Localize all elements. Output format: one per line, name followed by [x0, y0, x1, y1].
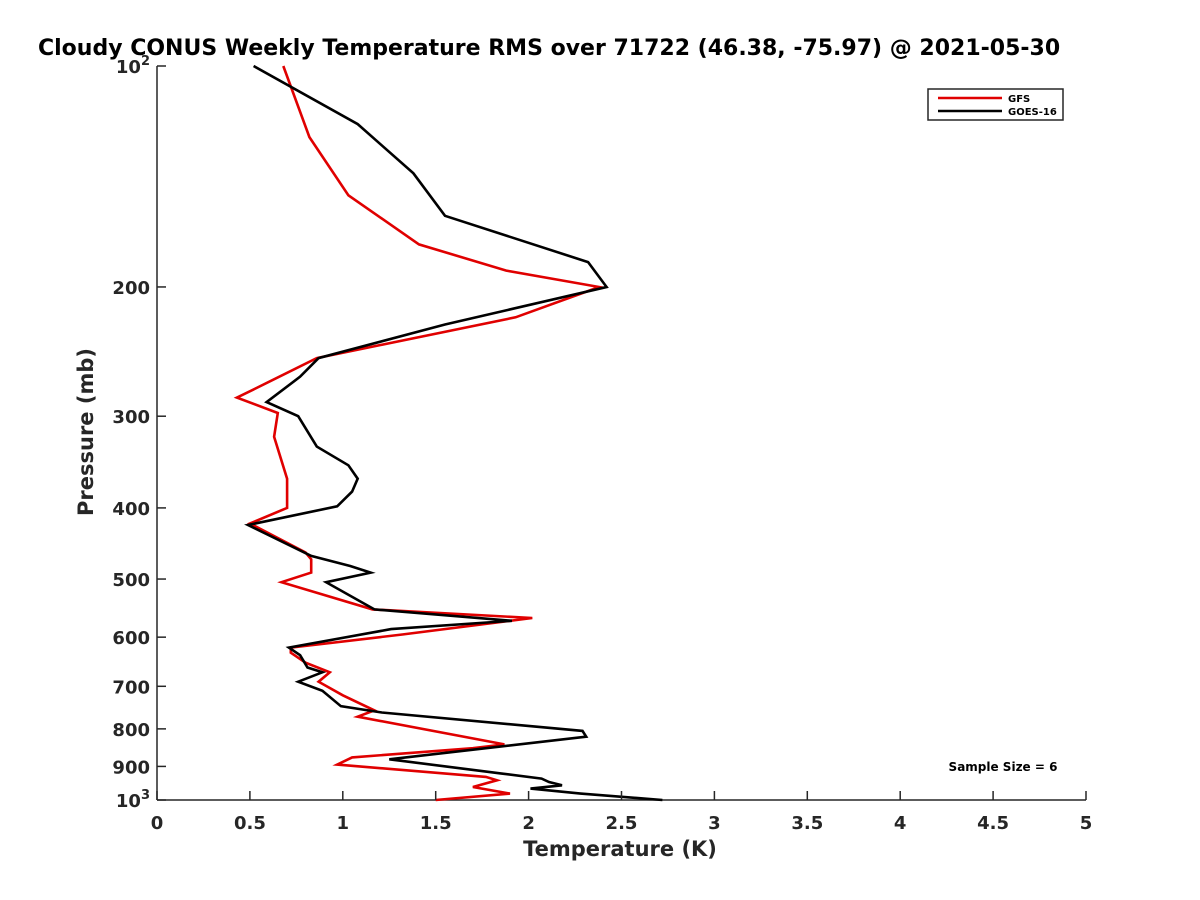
x-tick-label: 5: [1080, 813, 1093, 834]
y-tick-label: 700: [112, 677, 150, 698]
x-axis-ticks: 0 0.5 1 1.5 2 2.5 3 3.5 4 4.5 5: [151, 791, 1093, 834]
x-tick-label: 3: [708, 813, 721, 834]
x-tick-label: 4.5: [977, 813, 1009, 834]
y-axis-ticks: 102 200 300 400 500 600 700 800 900 103: [112, 54, 166, 812]
x-axis-label: Temperature (K): [523, 837, 717, 861]
y-tick-label: 600: [112, 628, 150, 649]
sample-size-annotation: Sample Size = 6: [949, 760, 1058, 774]
x-tick-label: 0: [151, 813, 164, 834]
series-line-gfs: [233, 65, 605, 802]
x-tick-label: 0.5: [234, 813, 266, 834]
chart-title: Cloudy CONUS Weekly Temperature RMS over…: [38, 36, 1060, 61]
y-tick-label: 102: [116, 54, 150, 78]
x-tick-label: 1.5: [420, 813, 452, 834]
legend-box: [927, 88, 1064, 121]
y-tick-label: 103: [116, 788, 150, 812]
x-tick-label: 2.5: [606, 813, 638, 834]
plot-area: [156, 64, 1086, 802]
x-tick-label: 4: [894, 813, 907, 834]
legend: GFS GOES-16: [927, 88, 1064, 121]
y-tick-label: 300: [112, 407, 150, 428]
y-tick-label: 900: [112, 757, 150, 778]
series-line-goes-16: [244, 64, 663, 802]
x-tick-label: 3.5: [791, 813, 823, 834]
x-tick-label: 2: [522, 813, 535, 834]
y-axis-label: Pressure (mb): [74, 348, 98, 516]
x-tick-label: 1: [337, 813, 350, 834]
y-tick-label: 500: [112, 570, 150, 591]
y-tick-label: 800: [112, 720, 150, 741]
legend-label: GFS: [1008, 94, 1030, 105]
y-tick-label: 200: [112, 278, 150, 299]
y-tick-label: 400: [112, 499, 150, 520]
legend-label: GOES-16: [1008, 107, 1057, 118]
